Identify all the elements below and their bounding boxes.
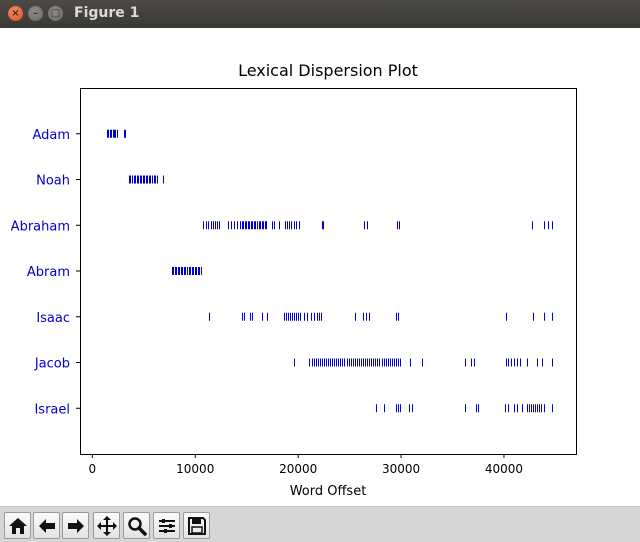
y-tick-label: Abraham	[11, 219, 70, 234]
minimize-window-button[interactable]: –	[28, 6, 43, 21]
window-title: Figure 1	[74, 5, 140, 21]
close-window-button[interactable]: ×	[8, 6, 23, 21]
dispersion-marks	[107, 129, 553, 413]
back-button[interactable]	[33, 512, 60, 539]
y-tick-label: Jacob	[34, 357, 70, 372]
y-tick-label: Israel	[34, 402, 70, 417]
x-axis-label: Word Offset	[290, 484, 367, 499]
pan-icon	[97, 516, 117, 536]
home-button[interactable]	[4, 512, 31, 539]
y-tick-label: Abram	[27, 265, 70, 280]
forward-button[interactable]	[62, 512, 89, 539]
zoom-icon	[128, 517, 147, 536]
navigation-toolbar	[0, 506, 640, 542]
pan-button[interactable]	[93, 512, 120, 539]
zoom-button[interactable]	[123, 512, 150, 539]
x-tick-label: 30000	[382, 462, 420, 476]
title-bar: × – □ Figure 1	[0, 0, 640, 28]
save-icon	[188, 517, 206, 535]
chart-title: Lexical Dispersion Plot	[238, 61, 418, 80]
configure-subplots-icon	[159, 519, 175, 533]
y-tick-label: Noah	[36, 174, 70, 189]
x-tick-label: 40000	[485, 462, 523, 476]
x-tick-label: 0	[89, 462, 97, 476]
x-tick-label: 10000	[176, 462, 214, 476]
y-tick-label: Adam	[32, 128, 70, 143]
dispersion-plot: Lexical Dispersion Plot Word Offset 0 100…	[11, 61, 577, 499]
maximize-window-button[interactable]: □	[48, 6, 63, 21]
back-arrow-icon	[39, 519, 55, 533]
save-button[interactable]	[183, 512, 210, 539]
forward-arrow-icon	[68, 519, 84, 533]
y-tick-label: Isaac	[36, 311, 70, 326]
y-axis-ticks: Adam Noah Abraham Abram Isaac Jacob Israel	[11, 128, 80, 417]
x-axis-ticks: 0 10000 20000 30000 40000	[89, 454, 523, 476]
figure-canvas[interactable]: Lexical Dispersion Plot Word Offset 0 100…	[0, 28, 640, 506]
configure-subplots-button[interactable]	[153, 512, 180, 539]
axes-frame	[80, 88, 577, 455]
x-tick-label: 20000	[279, 462, 317, 476]
home-icon	[9, 518, 27, 534]
